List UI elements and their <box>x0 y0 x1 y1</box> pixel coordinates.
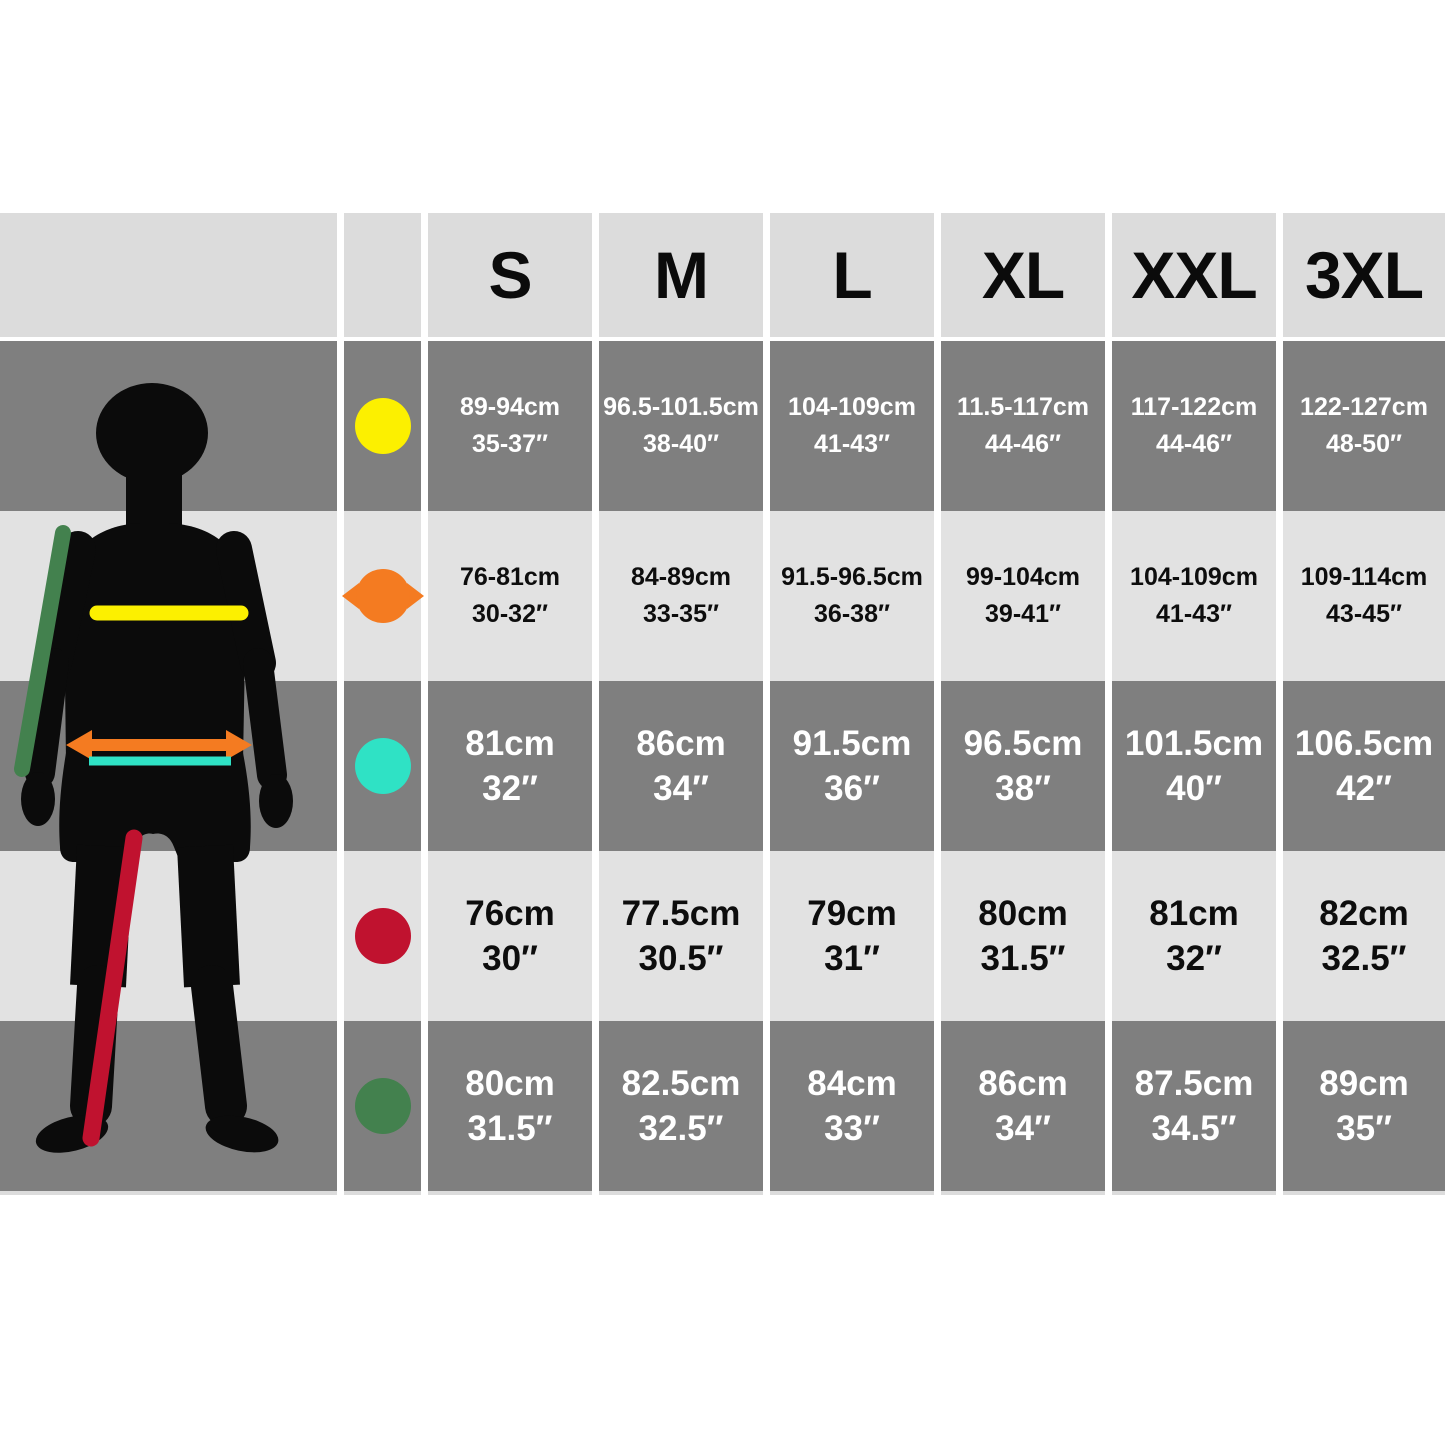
bottom-strip-xxl <box>1112 1191 1276 1195</box>
cell-inseam-m: 77.5cm 30.5″ <box>599 851 763 1021</box>
header-marker-corner <box>344 213 421 337</box>
size-header-s: S <box>428 213 592 337</box>
marker-cell-chest <box>344 341 421 511</box>
cell-chest-xl: 11.5-117cm 44-46″ <box>941 341 1105 511</box>
waist-arrow-right-icon <box>226 730 252 760</box>
cell-inseam-s: 76cm 30″ <box>428 851 592 1021</box>
bottom-strip-s <box>428 1191 592 1195</box>
cell-hip-s: 81cm 32″ <box>428 681 592 851</box>
cell-waist-xl: 99-104cm 39-41″ <box>941 511 1105 681</box>
inseam-marker-icon <box>354 908 411 964</box>
size-header-m: M <box>599 213 763 337</box>
cell-hip-l: 91.5cm 36″ <box>770 681 934 851</box>
cell-waist-3xl: 109-114cm 43-45″ <box>1283 511 1445 681</box>
hip-marker-icon <box>354 738 411 794</box>
cell-sleeve-m: 82.5cm 32.5″ <box>599 1021 763 1191</box>
marker-cell-sleeve <box>344 1021 421 1191</box>
cell-waist-m: 84-89cm 33-35″ <box>599 511 763 681</box>
cell-sleeve-s: 80cm 31.5″ <box>428 1021 592 1191</box>
inseam-line <box>82 829 143 1147</box>
cell-sleeve-3xl: 89cm 35″ <box>1283 1021 1445 1191</box>
cell-waist-s: 76-81cm 30-32″ <box>428 511 592 681</box>
cell-chest-s: 89-94cm 35-37″ <box>428 341 592 511</box>
bottom-strip-xl <box>941 1191 1105 1195</box>
stripe-row4 <box>0 851 337 1021</box>
cell-hip-xxl: 101.5cm 40″ <box>1112 681 1276 851</box>
size-header-xl: XL <box>941 213 1105 337</box>
cell-chest-m: 96.5-101.5cm 38-40″ <box>599 341 763 511</box>
stripe-bottom-edge <box>0 1191 337 1195</box>
cell-hip-xl: 96.5cm 38″ <box>941 681 1105 851</box>
size-header-3xl: 3XL <box>1283 213 1445 337</box>
cell-sleeve-xl: 86cm 34″ <box>941 1021 1105 1191</box>
chest-marker-icon <box>354 398 411 454</box>
waist-arrow-left-icon <box>66 730 92 760</box>
marker-cell-waist <box>341 511 424 681</box>
size-header-xxl: XXL <box>1112 213 1276 337</box>
header-figure-corner <box>0 213 337 337</box>
bottom-strip-3xl <box>1283 1191 1445 1195</box>
cell-chest-xxl: 117-122cm 44-46″ <box>1112 341 1276 511</box>
measurement-lines <box>14 525 252 1147</box>
size-header-l: L <box>770 213 934 337</box>
male-silhouette-figure <box>14 383 293 1153</box>
waist-marker-icon <box>341 569 424 623</box>
cell-sleeve-l: 84cm 33″ <box>770 1021 934 1191</box>
cell-sleeve-xxl: 87.5cm 34.5″ <box>1112 1021 1276 1191</box>
cell-chest-3xl: 122-127cm 48-50″ <box>1283 341 1445 511</box>
sleeve-line <box>14 525 71 777</box>
figure-panel <box>0 341 337 1195</box>
size-table: S M L XL XXL 3XL <box>0 213 1445 1195</box>
stripe-row5 <box>0 1021 337 1191</box>
cell-inseam-xxl: 81cm 32″ <box>1112 851 1276 1021</box>
cell-inseam-l: 79cm 31″ <box>770 851 934 1021</box>
bottom-strip-marker-col <box>344 1191 421 1195</box>
cell-chest-l: 104-109cm 41-43″ <box>770 341 934 511</box>
bottom-strip-m <box>599 1191 763 1195</box>
sleeve-marker-icon <box>354 1078 411 1134</box>
marker-cell-inseam <box>344 851 421 1021</box>
cell-waist-l: 91.5-96.5cm 36-38″ <box>770 511 934 681</box>
cell-hip-3xl: 106.5cm 42″ <box>1283 681 1445 851</box>
cell-waist-xxl: 104-109cm 41-43″ <box>1112 511 1276 681</box>
marker-cell-hip <box>344 681 421 851</box>
cell-inseam-xl: 80cm 31.5″ <box>941 851 1105 1021</box>
bottom-strip-l <box>770 1191 934 1195</box>
silhouette-body <box>21 383 293 1153</box>
cell-hip-m: 86cm 34″ <box>599 681 763 851</box>
cell-inseam-3xl: 82cm 32.5″ <box>1283 851 1445 1021</box>
